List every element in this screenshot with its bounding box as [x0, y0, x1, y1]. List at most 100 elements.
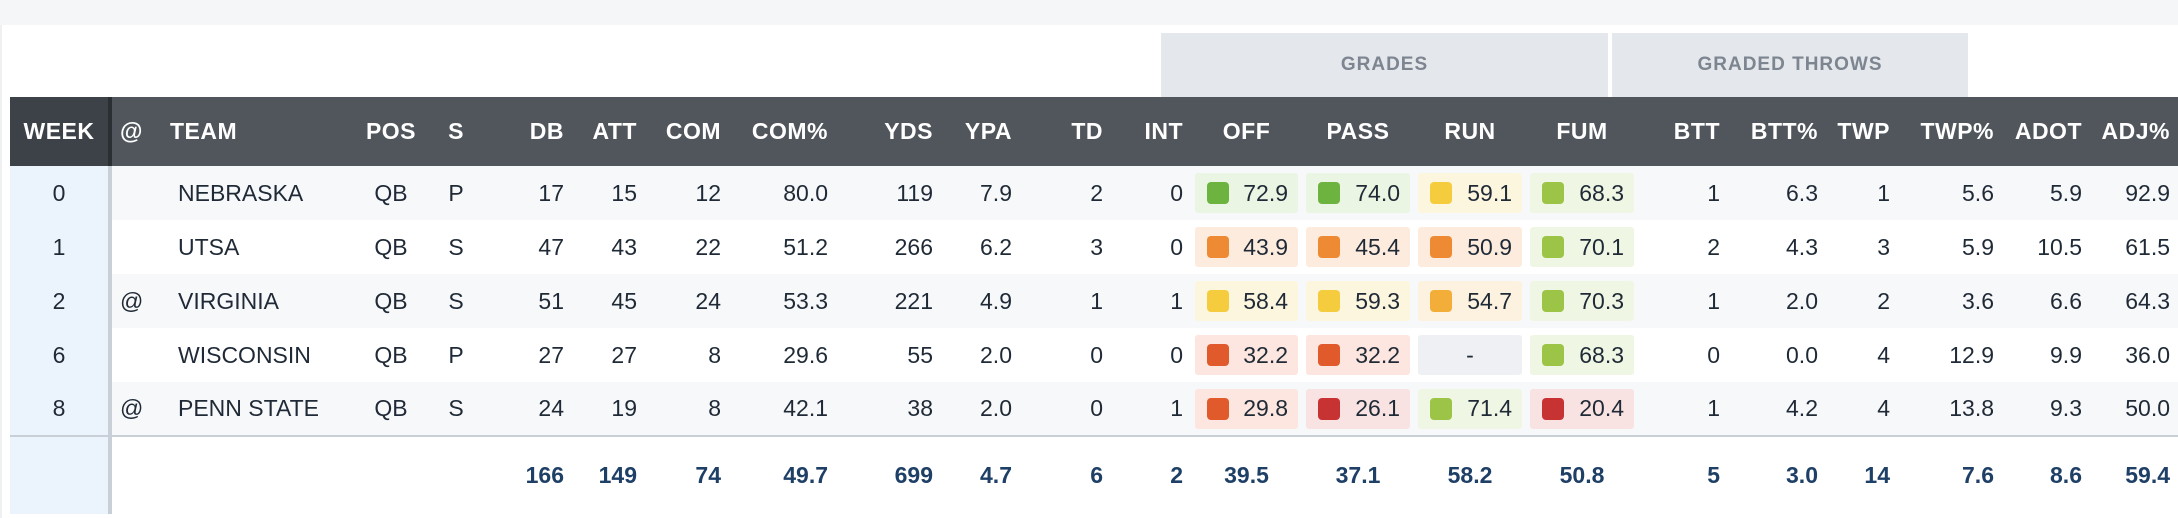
col-header-pass[interactable]: PASS	[1302, 97, 1414, 166]
s-cell: P	[430, 166, 482, 220]
fum-grade: 70.3	[1526, 274, 1638, 328]
table-row[interactable]: 6 WISCONSIN QB P 27 27 8 29.6 55 2.0 0 0 32.2 32.2-68…	[10, 328, 2178, 382]
col-header-adot[interactable]: ADOT	[2002, 97, 2090, 166]
team-cell[interactable]: UTSA	[162, 220, 352, 274]
total-yds: 699	[836, 435, 941, 514]
col-header-week[interactable]: WEEK	[10, 97, 112, 166]
team-cell[interactable]: VIRGINIA	[162, 274, 352, 328]
col-header-com[interactable]: COM	[645, 97, 729, 166]
grade-value: 68.3	[1579, 341, 1624, 368]
td-cell: 2	[1020, 166, 1111, 220]
total-run: 58.2	[1414, 435, 1526, 514]
twp-pct-cell: 13.8	[1898, 382, 2002, 436]
off-grade: 72.9	[1191, 166, 1302, 220]
fum-grade: 68.3	[1526, 166, 1638, 220]
fum-grade-badge: 70.1	[1530, 227, 1634, 267]
col-header-at[interactable]: @	[110, 97, 162, 166]
col-header-fum[interactable]: FUM	[1526, 97, 1638, 166]
run-grade-badge: 59.1	[1418, 173, 1522, 213]
col-header-off[interactable]: OFF	[1191, 97, 1302, 166]
run-grade-badge: 71.4	[1418, 388, 1522, 429]
adot-cell: 5.9	[2002, 166, 2090, 220]
col-header-twp-pct[interactable]: TWP%	[1898, 97, 2002, 166]
pass-grade-badge: 59.3	[1306, 281, 1410, 321]
totals-row: 166 149 74 49.7 699 4.7 6 2 39.5 37.1 58…	[10, 435, 2178, 514]
table-row[interactable]: 8 @ PENN STATE QB S 24 19 8 42.1 38 2.0 0 1 29.8 26.1 7…	[10, 382, 2178, 436]
col-header-btt[interactable]: BTT	[1638, 97, 1728, 166]
total-off: 39.5	[1191, 435, 1302, 514]
total-twp: 14	[1826, 435, 1898, 514]
grade-value: 54.7	[1467, 287, 1512, 314]
col-header-team[interactable]: TEAM	[162, 97, 352, 166]
yds-cell: 55	[836, 328, 941, 382]
totals-week-cell	[10, 435, 112, 514]
col-header-s[interactable]: S	[430, 97, 482, 166]
totals-empty-cell	[162, 435, 352, 514]
btt-pct-cell: 4.3	[1728, 220, 1826, 274]
com-cell: 24	[645, 274, 729, 328]
adj-pct-cell: 36.0	[2090, 328, 2178, 382]
week-cell: 2	[10, 274, 112, 328]
team-cell[interactable]: PENN STATE	[162, 382, 352, 436]
team-cell[interactable]: NEBRASKA	[162, 166, 352, 220]
totals-empty-cell	[110, 435, 162, 514]
pass-grade: 45.4	[1302, 220, 1414, 274]
btt-cell: 2	[1638, 220, 1728, 274]
col-header-adj-pct[interactable]: ADJ%	[2090, 97, 2178, 166]
col-header-com-pct[interactable]: COM%	[729, 97, 836, 166]
col-header-att[interactable]: ATT	[572, 97, 645, 166]
td-cell: 1	[1020, 274, 1111, 328]
ypa-cell: 4.9	[941, 274, 1020, 328]
adot-cell: 9.9	[2002, 328, 2090, 382]
off-grade-badge: 29.8	[1195, 388, 1298, 429]
at-cell	[110, 220, 162, 274]
adj-pct-cell: 50.0	[2090, 382, 2178, 436]
pass-grade: 32.2	[1302, 328, 1414, 382]
table-row[interactable]: 2 @ VIRGINIA QB S 51 45 24 53.3 221 4.9 1 1 58.4 59.3 5…	[10, 274, 2178, 328]
team-cell[interactable]: WISCONSIN	[162, 328, 352, 382]
grade-color-square-icon	[1430, 397, 1452, 420]
col-header-run[interactable]: RUN	[1414, 97, 1526, 166]
table-row[interactable]: 1 UTSA QB S 47 43 22 51.2 266 6.2 3 0 43.9 45.4 50.9 70…	[10, 220, 2178, 274]
grade-value: 72.9	[1243, 179, 1288, 206]
pass-grade-badge: 74.0	[1306, 173, 1410, 213]
col-header-int[interactable]: INT	[1111, 97, 1191, 166]
totals-empty-cell	[430, 435, 482, 514]
col-header-btt-pct[interactable]: BTT%	[1728, 97, 1826, 166]
pos-cell: QB	[352, 166, 430, 220]
grade-value: 32.2	[1243, 341, 1288, 368]
twp-pct-cell: 5.9	[1898, 220, 2002, 274]
col-header-ypa[interactable]: YPA	[941, 97, 1020, 166]
group-header-graded-throws: GRADED THROWS	[1612, 33, 1968, 97]
col-header-pos[interactable]: POS	[352, 97, 430, 166]
col-header-yds[interactable]: YDS	[836, 97, 941, 166]
total-com: 74	[645, 435, 729, 514]
pass-grade: 26.1	[1302, 382, 1414, 436]
table-row[interactable]: 0 NEBRASKA QB P 17 15 12 80.0 119 7.9 2 0 72.9 74.0 59…	[10, 166, 2178, 220]
adj-pct-cell: 64.3	[2090, 274, 2178, 328]
col-header-twp[interactable]: TWP	[1826, 97, 1898, 166]
col-header-td[interactable]: TD	[1020, 97, 1111, 166]
com-pct-cell: 80.0	[729, 166, 836, 220]
grade-color-square-icon	[1542, 397, 1564, 420]
db-cell: 47	[482, 220, 572, 274]
pos-cell: QB	[352, 328, 430, 382]
left-edge	[0, 25, 2, 518]
td-cell: 0	[1020, 328, 1111, 382]
week-cell: 0	[10, 166, 112, 220]
ypa-cell: 7.9	[941, 166, 1020, 220]
total-btt: 5	[1638, 435, 1728, 514]
week-cell: 8	[10, 382, 112, 436]
twp-pct-cell: 12.9	[1898, 328, 2002, 382]
total-td: 6	[1020, 435, 1111, 514]
col-header-db[interactable]: DB	[482, 97, 572, 166]
s-cell: P	[430, 328, 482, 382]
grade-value: -	[1466, 341, 1474, 368]
db-cell: 17	[482, 166, 572, 220]
int-cell: 0	[1111, 220, 1191, 274]
fum-grade: 20.4	[1526, 382, 1638, 436]
run-grade: 71.4	[1414, 382, 1526, 436]
s-cell: S	[430, 382, 482, 436]
com-pct-cell: 42.1	[729, 382, 836, 436]
twp-cell: 4	[1826, 382, 1898, 436]
